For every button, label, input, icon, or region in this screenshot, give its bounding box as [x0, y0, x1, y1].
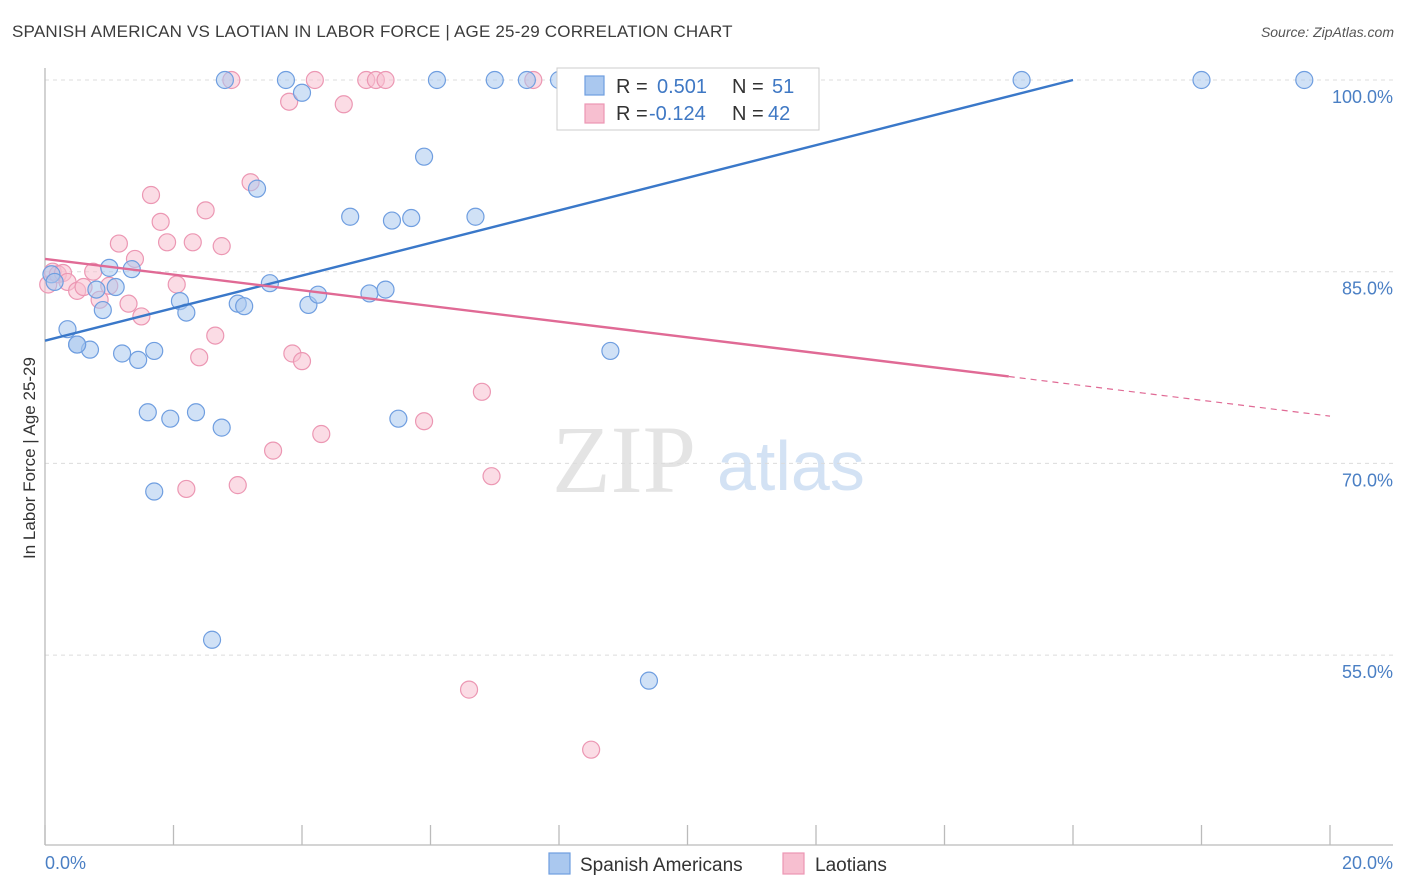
laotian-point	[280, 92, 299, 111]
laotian-trend-line-extension	[1008, 375, 1331, 417]
laotian-point	[190, 348, 209, 367]
chart-source: Source: ZipAtlas.com	[1260, 24, 1394, 40]
laotian-point	[305, 70, 324, 90]
laotian-point	[459, 680, 479, 699]
spanish-american-point	[414, 147, 434, 166]
series-legend-label-laotians: Laotians	[815, 855, 887, 876]
x-tick-label-max: 20.0%	[1342, 853, 1393, 873]
series-legend-label-spanish-americans: Spanish Americans	[580, 855, 743, 876]
laotian-point	[151, 212, 170, 231]
spanish-american-point	[145, 341, 164, 361]
watermark-atlas: atlas	[717, 427, 865, 505]
laotian-point	[206, 326, 225, 345]
trend-lines	[44, 78, 1331, 417]
spanish-american-point	[341, 207, 360, 226]
laotian-point	[292, 352, 312, 371]
series-legend: Spanish Americans Laotians	[548, 852, 887, 876]
laotian-point	[196, 201, 215, 220]
legend-r-value-pink: -0.124	[649, 103, 706, 125]
spanish-american-point	[389, 409, 408, 428]
legend-n-label-blue: N =	[732, 76, 764, 98]
laotian-point	[263, 441, 283, 460]
legend-swatch-blue	[584, 75, 605, 96]
laotian-point	[141, 185, 161, 205]
y-axis-label: In Labor Force | Age 25-29	[20, 357, 39, 559]
spanish-american-point	[376, 280, 395, 299]
spanish-american-point	[186, 403, 206, 422]
y-tick-label: 55.0%	[1342, 662, 1393, 682]
spanish-american-points	[42, 70, 1314, 690]
laotian-point	[109, 234, 128, 253]
spanish-american-point	[276, 70, 296, 90]
chart-title: SPANISH AMERICAN VS LAOTIAN IN LABOR FOR…	[12, 22, 733, 41]
stats-legend: R = 0.501 N = 51 R = -0.124 N = 42	[556, 67, 820, 131]
spanish-american-point	[382, 211, 402, 230]
legend-r-label-blue: R =	[616, 76, 648, 98]
legend-n-value-blue: 51	[772, 76, 794, 98]
spanish-american-point	[1295, 70, 1314, 90]
spanish-american-point	[215, 70, 234, 90]
laotian-point	[472, 382, 491, 401]
series-legend-swatch-spanish-americans	[548, 852, 571, 875]
laotian-point	[157, 233, 177, 252]
laotian-point	[183, 233, 202, 252]
spanish-american-point	[45, 272, 64, 292]
spanish-american-point	[1192, 70, 1211, 90]
laotian-point	[312, 424, 331, 444]
grid-lines	[45, 79, 1393, 656]
spanish-american-point	[466, 207, 485, 226]
x-tick-label-min: 0.0%	[45, 853, 86, 873]
legend-n-label-pink: N =	[732, 103, 764, 125]
spanish-american-point	[68, 335, 87, 354]
spanish-american-trend-line	[44, 78, 1074, 342]
y-tick-labels: 100.0% 85.0% 70.0% 55.0%	[1332, 87, 1393, 682]
spanish-american-point	[485, 70, 504, 90]
x-tick-labels: 0.0% 20.0%	[44, 825, 1393, 873]
axes	[44, 68, 1393, 846]
spanish-american-point	[106, 277, 125, 297]
spanish-american-point	[235, 297, 254, 316]
spanish-american-point	[1012, 70, 1031, 90]
legend-n-value-pink: 42	[768, 103, 790, 125]
legend-swatch-pink	[584, 103, 605, 124]
laotian-point	[334, 95, 353, 114]
spanish-american-point	[402, 208, 421, 228]
y-tick-label: 70.0%	[1342, 470, 1393, 490]
laotian-point	[167, 275, 186, 294]
laotian-point	[212, 237, 231, 256]
spanish-american-point	[87, 280, 106, 299]
watermark-zip: ZIP	[552, 406, 696, 513]
laotian-point	[177, 479, 196, 499]
spanish-american-point	[138, 403, 157, 422]
laotian-trend-line	[44, 257, 1009, 378]
laotian-point	[582, 740, 601, 759]
spanish-american-point	[639, 671, 659, 690]
spanish-american-point	[93, 300, 112, 320]
series-legend-swatch-laotians	[782, 852, 805, 875]
laotian-point	[119, 294, 138, 313]
spanish-american-point	[202, 630, 222, 649]
laotian-point	[228, 476, 247, 495]
legend-r-label-pink: R =	[616, 103, 648, 125]
spanish-american-point	[601, 341, 620, 361]
spanish-american-point	[308, 285, 328, 304]
spanish-american-point	[112, 344, 132, 363]
spanish-american-point	[247, 179, 267, 198]
legend-r-value-blue: 0.501	[657, 76, 707, 98]
spanish-american-point	[292, 83, 312, 102]
spanish-american-point	[161, 409, 180, 428]
spanish-american-point	[212, 418, 231, 437]
spanish-american-point	[129, 350, 148, 369]
laotian-point	[414, 412, 434, 431]
y-tick-label: 85.0%	[1342, 279, 1393, 299]
spanish-american-point	[427, 70, 447, 90]
laotian-point	[376, 70, 395, 90]
laotian-point	[482, 467, 501, 486]
spanish-american-point	[145, 482, 164, 501]
spanish-american-point	[517, 70, 536, 90]
y-tick-label: 100.0%	[1332, 87, 1393, 107]
